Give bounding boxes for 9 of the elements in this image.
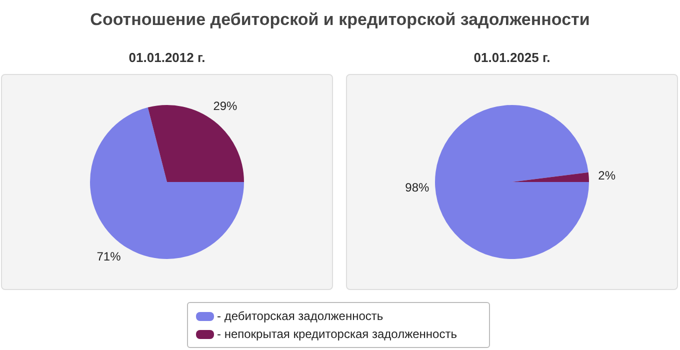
chart-subtitle: 01.01.2012 г. [128,49,206,67]
legend-label: - дебиторская задолженность [217,309,384,323]
data-label: 98% [405,180,430,194]
data-label: 2% [598,168,616,182]
data-label: 71% [96,249,122,264]
legend-label: - непокрытая кредиторская задолженность [217,327,457,341]
chart-title: Соотношение дебиторской и кредиторской задолженности [89,10,591,30]
data-label: 29% [213,99,238,114]
chart-subtitle: 01.01.2025 г. [472,49,552,67]
